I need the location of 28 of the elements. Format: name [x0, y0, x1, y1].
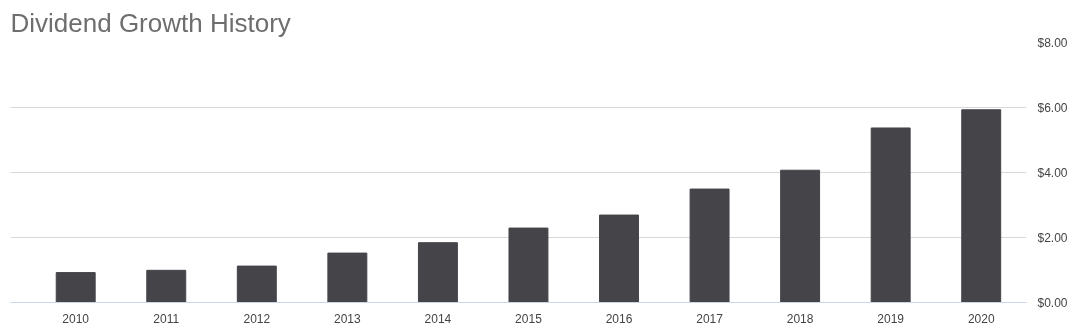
x-tick-label: 2010	[62, 311, 90, 326]
bar	[417, 242, 458, 303]
y-tick-label: $2.00	[1037, 230, 1068, 245]
y-tick-label: $6.00	[1037, 100, 1068, 115]
bar	[689, 188, 730, 303]
bar	[870, 127, 911, 303]
bar	[327, 252, 368, 303]
x-tick-label: 2012	[243, 311, 271, 326]
x-tick-label: 2013	[334, 311, 362, 326]
x-tick-label: 2014	[424, 311, 452, 326]
x-tick-label: 2018	[786, 311, 814, 326]
bar	[55, 272, 96, 303]
y-tick-label: $0.00	[1037, 295, 1068, 310]
x-tick-label: 2019	[877, 311, 905, 326]
bar	[599, 214, 639, 303]
bar	[146, 269, 187, 303]
bar	[961, 109, 1002, 303]
bar	[236, 265, 277, 303]
x-tick-label: 2015	[515, 311, 543, 326]
bar	[508, 227, 549, 303]
y-tick-label: $4.00	[1037, 165, 1068, 180]
bar	[780, 169, 821, 303]
x-tick-label: 2017	[696, 311, 724, 326]
x-tick-label: 2020	[967, 311, 995, 326]
y-tick-label: $8.00	[1037, 35, 1068, 50]
x-tick-label: 2016	[605, 311, 633, 326]
chart-title: Dividend Growth History	[10, 7, 291, 38]
x-tick-label: 2011	[153, 311, 180, 326]
